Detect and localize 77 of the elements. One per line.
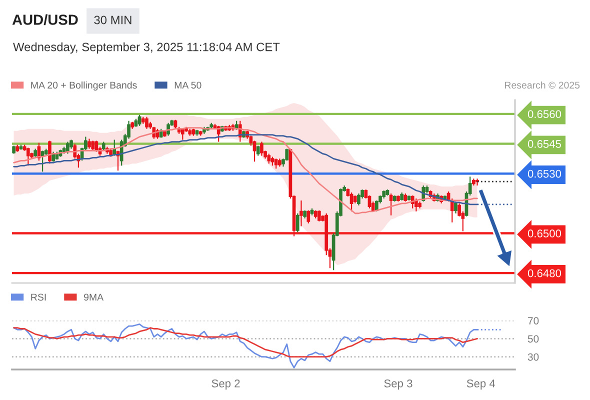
candlestick <box>188 128 192 136</box>
candlestick <box>159 128 163 138</box>
text: 30 MIN <box>94 16 132 24</box>
candlestick <box>40 150 44 172</box>
candlestick <box>48 140 52 164</box>
y-tick-label: 0.6500 <box>528 230 562 238</box>
candlestick <box>303 210 306 219</box>
candlestick <box>88 138 91 150</box>
y-tick-label: 50 <box>528 335 539 343</box>
candlestick <box>396 194 400 202</box>
candlestick <box>34 148 38 158</box>
candlestick <box>357 192 360 206</box>
candlestick <box>130 121 134 130</box>
candlestick <box>418 200 422 209</box>
y-tick-label: 0.6545 <box>528 140 562 148</box>
candlestick <box>112 139 116 156</box>
candlestick <box>62 146 66 154</box>
candlestick <box>414 198 418 212</box>
candlestick <box>296 212 300 233</box>
candlestick <box>192 128 196 136</box>
line-series <box>13 327 478 358</box>
x-tick-label: Sep 4 <box>466 380 496 390</box>
x-tick-label: Sep 2 <box>212 380 240 390</box>
candlestick <box>375 200 378 211</box>
candlestick <box>404 192 408 202</box>
candlestick <box>382 190 386 200</box>
candlestick <box>16 144 20 152</box>
candlestick <box>306 210 310 224</box>
candlestick <box>278 158 282 168</box>
candlestick <box>138 114 142 126</box>
legend-label: MA 20 + Bollinger Bands <box>31 81 137 91</box>
candlestick <box>134 118 138 128</box>
candlestick <box>267 153 271 164</box>
candlestick <box>26 147 30 166</box>
candlestick <box>19 144 23 150</box>
candlestick <box>476 178 479 186</box>
candlestick <box>252 140 256 162</box>
candlestick <box>270 156 274 166</box>
legend-label: 9MA <box>84 294 104 301</box>
text: Research © 2025 <box>505 81 580 89</box>
candlestick <box>310 208 314 216</box>
candlestick <box>318 210 321 222</box>
candlestick <box>210 122 214 130</box>
candlestick <box>472 178 476 186</box>
candlestick <box>392 194 396 202</box>
candlestick <box>300 200 303 227</box>
y-tick-label: 0.6560 <box>528 110 562 118</box>
candlestick <box>102 141 106 152</box>
chart-subtitle: Wednesday, September 3, 2025 11:18:04 AM CET <box>13 42 280 54</box>
y-tick-label: 70 <box>528 317 539 324</box>
candlestick <box>198 130 202 136</box>
candlestick <box>389 192 393 216</box>
legend-label: MA 50 <box>174 82 202 89</box>
candlestick <box>314 210 318 219</box>
candlestick <box>91 140 95 152</box>
candlestick <box>256 145 260 156</box>
candlestick <box>195 129 199 136</box>
candlestick <box>386 188 390 196</box>
candlestick <box>274 158 278 170</box>
candlestick <box>407 194 411 202</box>
candlestick <box>180 128 184 140</box>
candlestick <box>260 141 264 156</box>
candlestick <box>454 200 458 214</box>
legend-label: RSI <box>31 294 46 301</box>
line-series <box>13 127 478 214</box>
candlestick <box>400 192 404 202</box>
y-tick-label: 30 <box>528 353 539 361</box>
chart-title: AUD/USD <box>12 14 78 26</box>
candlestick <box>70 139 73 150</box>
candlestick <box>12 145 16 154</box>
candlestick <box>145 116 148 130</box>
candlestick <box>163 130 166 138</box>
candlestick <box>66 141 70 154</box>
candlestick <box>350 192 354 212</box>
y-tick-label: 0.6530 <box>528 170 562 178</box>
x-tick-label: Sep 3 <box>384 380 412 390</box>
y-tick-label: 0.6480 <box>528 269 562 278</box>
